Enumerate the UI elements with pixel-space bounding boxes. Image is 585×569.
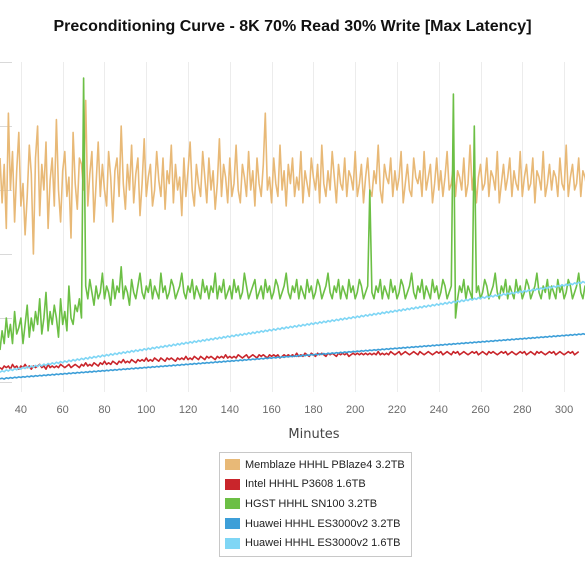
x-tick-label: 100 (137, 404, 155, 416)
plot-background (0, 62, 585, 394)
x-tick-label: 140 (221, 404, 239, 416)
series-line-3 (0, 77, 585, 351)
legend-label: Huawei HHHL ES3000v2 3.2TB (245, 517, 401, 530)
legend: Memblaze HHHL PBlaze4 3.2TB Intel HHHL P3… (219, 452, 412, 557)
x-tick-label: 260 (471, 404, 489, 416)
series-line-1 (0, 99, 585, 255)
series-line-2 (0, 350, 580, 371)
x-tick-label: 160 (262, 404, 280, 416)
legend-label: Huawei HHHL ES3000v2 1.6TB (245, 537, 401, 550)
grid-lines (0, 62, 565, 392)
x-tick-label: 240 (430, 404, 448, 416)
x-tick-label: 220 (388, 404, 406, 416)
legend-item-4: Huawei HHHL ES3000v2 3.2TB (220, 514, 411, 534)
legend-label: Memblaze HHHL PBlaze4 3.2TB (245, 458, 405, 471)
legend-swatch (225, 459, 240, 471)
x-tick-label: 200 (346, 404, 364, 416)
x-tick-label: 300 (555, 404, 573, 416)
x-axis-ticks: 40 60 80 100 120 140 160 180 200 220 240 260 280 300 (15, 404, 574, 416)
legend-item-5: Huawei HHHL ES3000v2 1.6TB (220, 533, 411, 553)
x-axis-label: Minutes (288, 427, 339, 442)
series-line-4 (0, 332, 585, 380)
x-tick-label: 180 (304, 404, 322, 416)
series-layer (0, 77, 585, 380)
x-tick-label: 40 (15, 404, 27, 416)
legend-label: Intel HHHL P3608 1.6TB (245, 478, 366, 491)
legend-swatch (225, 498, 240, 510)
x-tick-label: 60 (57, 404, 69, 416)
x-tick-label: 280 (513, 404, 531, 416)
chart-title: Preconditioning Curve - 8K 70% Read 30% … (53, 18, 532, 35)
x-tick-label: 120 (179, 404, 197, 416)
legend-item-1: Memblaze HHHL PBlaze4 3.2TB (220, 455, 411, 475)
legend-item-2: Intel HHHL P3608 1.6TB (220, 475, 411, 495)
legend-swatch (225, 478, 240, 490)
legend-swatch (225, 537, 240, 549)
legend-item-3: HGST HHHL SN100 3.2TB (220, 494, 411, 514)
x-tick-label: 80 (98, 404, 110, 416)
series-line-5 (0, 280, 585, 374)
legend-swatch (225, 518, 240, 530)
legend-label: HGST HHHL SN100 3.2TB (245, 497, 378, 510)
